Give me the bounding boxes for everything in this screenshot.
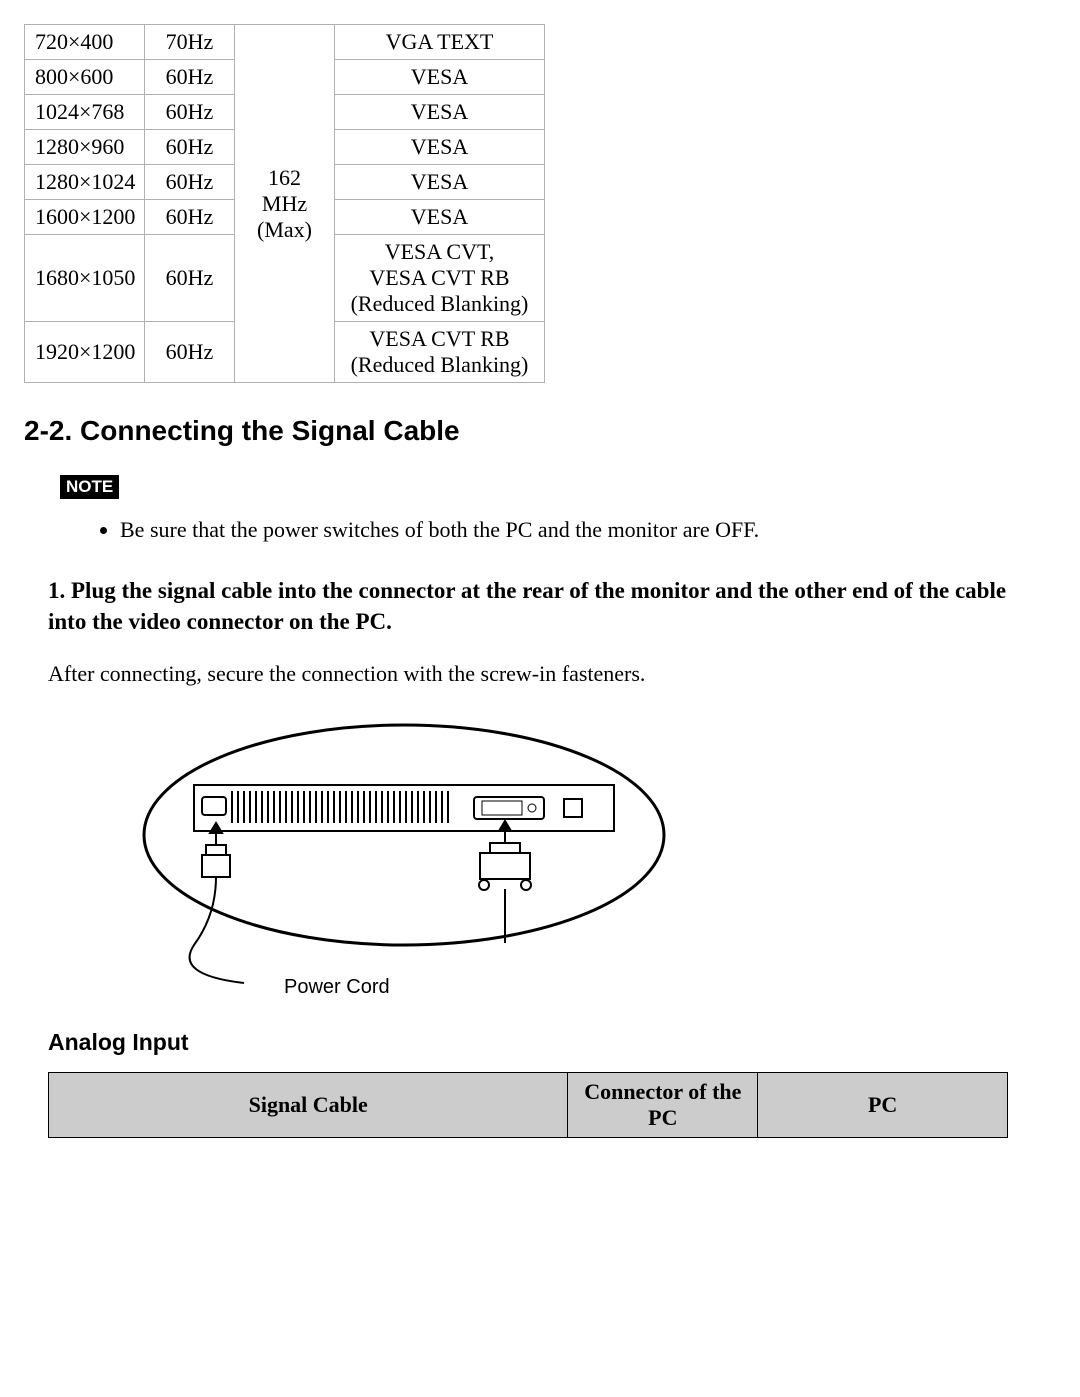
table-cell: 1280×1024 bbox=[25, 165, 145, 200]
table-header: Connector of the PC bbox=[568, 1073, 758, 1138]
table-cell: 60Hz bbox=[145, 322, 235, 383]
after-connect-text: After connecting, secure the connection … bbox=[48, 661, 1032, 687]
table-cell: VESA CVT, VESA CVT RB (Reduced Blanking) bbox=[335, 235, 545, 322]
table-cell: 60Hz bbox=[145, 60, 235, 95]
table-cell: 720×400 bbox=[25, 25, 145, 60]
table-cell: 70Hz bbox=[145, 25, 235, 60]
table-cell: 1920×1200 bbox=[25, 322, 145, 383]
table-cell: VESA CVT RB (Reduced Blanking) bbox=[335, 322, 545, 383]
section-heading: 2-2. Connecting the Signal Cable bbox=[24, 415, 1056, 447]
table-header: Signal Cable bbox=[49, 1073, 568, 1138]
analog-input-heading: Analog Input bbox=[48, 1029, 1056, 1056]
note-label: NOTE bbox=[60, 475, 119, 499]
table-cell-clock: 162 MHz (Max) bbox=[235, 25, 335, 383]
note-list: Be sure that the power switches of both … bbox=[24, 517, 1056, 543]
table-cell: VESA bbox=[335, 165, 545, 200]
power-cord-label: Power Cord bbox=[284, 976, 390, 998]
table-cell: VESA bbox=[335, 200, 545, 235]
table-cell: 60Hz bbox=[145, 200, 235, 235]
table-cell: VESA bbox=[335, 60, 545, 95]
note-bullet: Be sure that the power switches of both … bbox=[120, 517, 1056, 543]
table-cell: VESA bbox=[335, 130, 545, 165]
table-cell: 60Hz bbox=[145, 95, 235, 130]
table-cell: VGA TEXT bbox=[335, 25, 545, 60]
table-cell: 1680×1050 bbox=[25, 235, 145, 322]
table-header: PC bbox=[758, 1073, 1008, 1138]
table-cell: 60Hz bbox=[145, 235, 235, 322]
analog-input-table: Signal Cable Connector of the PC PC bbox=[48, 1072, 1008, 1138]
table-cell: 60Hz bbox=[145, 130, 235, 165]
connector-diagram: Power Cord bbox=[124, 715, 684, 1005]
table-cell: 1024×768 bbox=[25, 95, 145, 130]
table-cell: 60Hz bbox=[145, 165, 235, 200]
step-1: 1. Plug the signal cable into the connec… bbox=[48, 575, 1032, 637]
table-cell: VESA bbox=[335, 95, 545, 130]
table-cell: 1600×1200 bbox=[25, 200, 145, 235]
table-cell: 1280×960 bbox=[25, 130, 145, 165]
table-cell: 800×600 bbox=[25, 60, 145, 95]
resolution-timing-table: 720×400 70Hz 162 MHz (Max) VGA TEXT 800×… bbox=[24, 24, 545, 383]
